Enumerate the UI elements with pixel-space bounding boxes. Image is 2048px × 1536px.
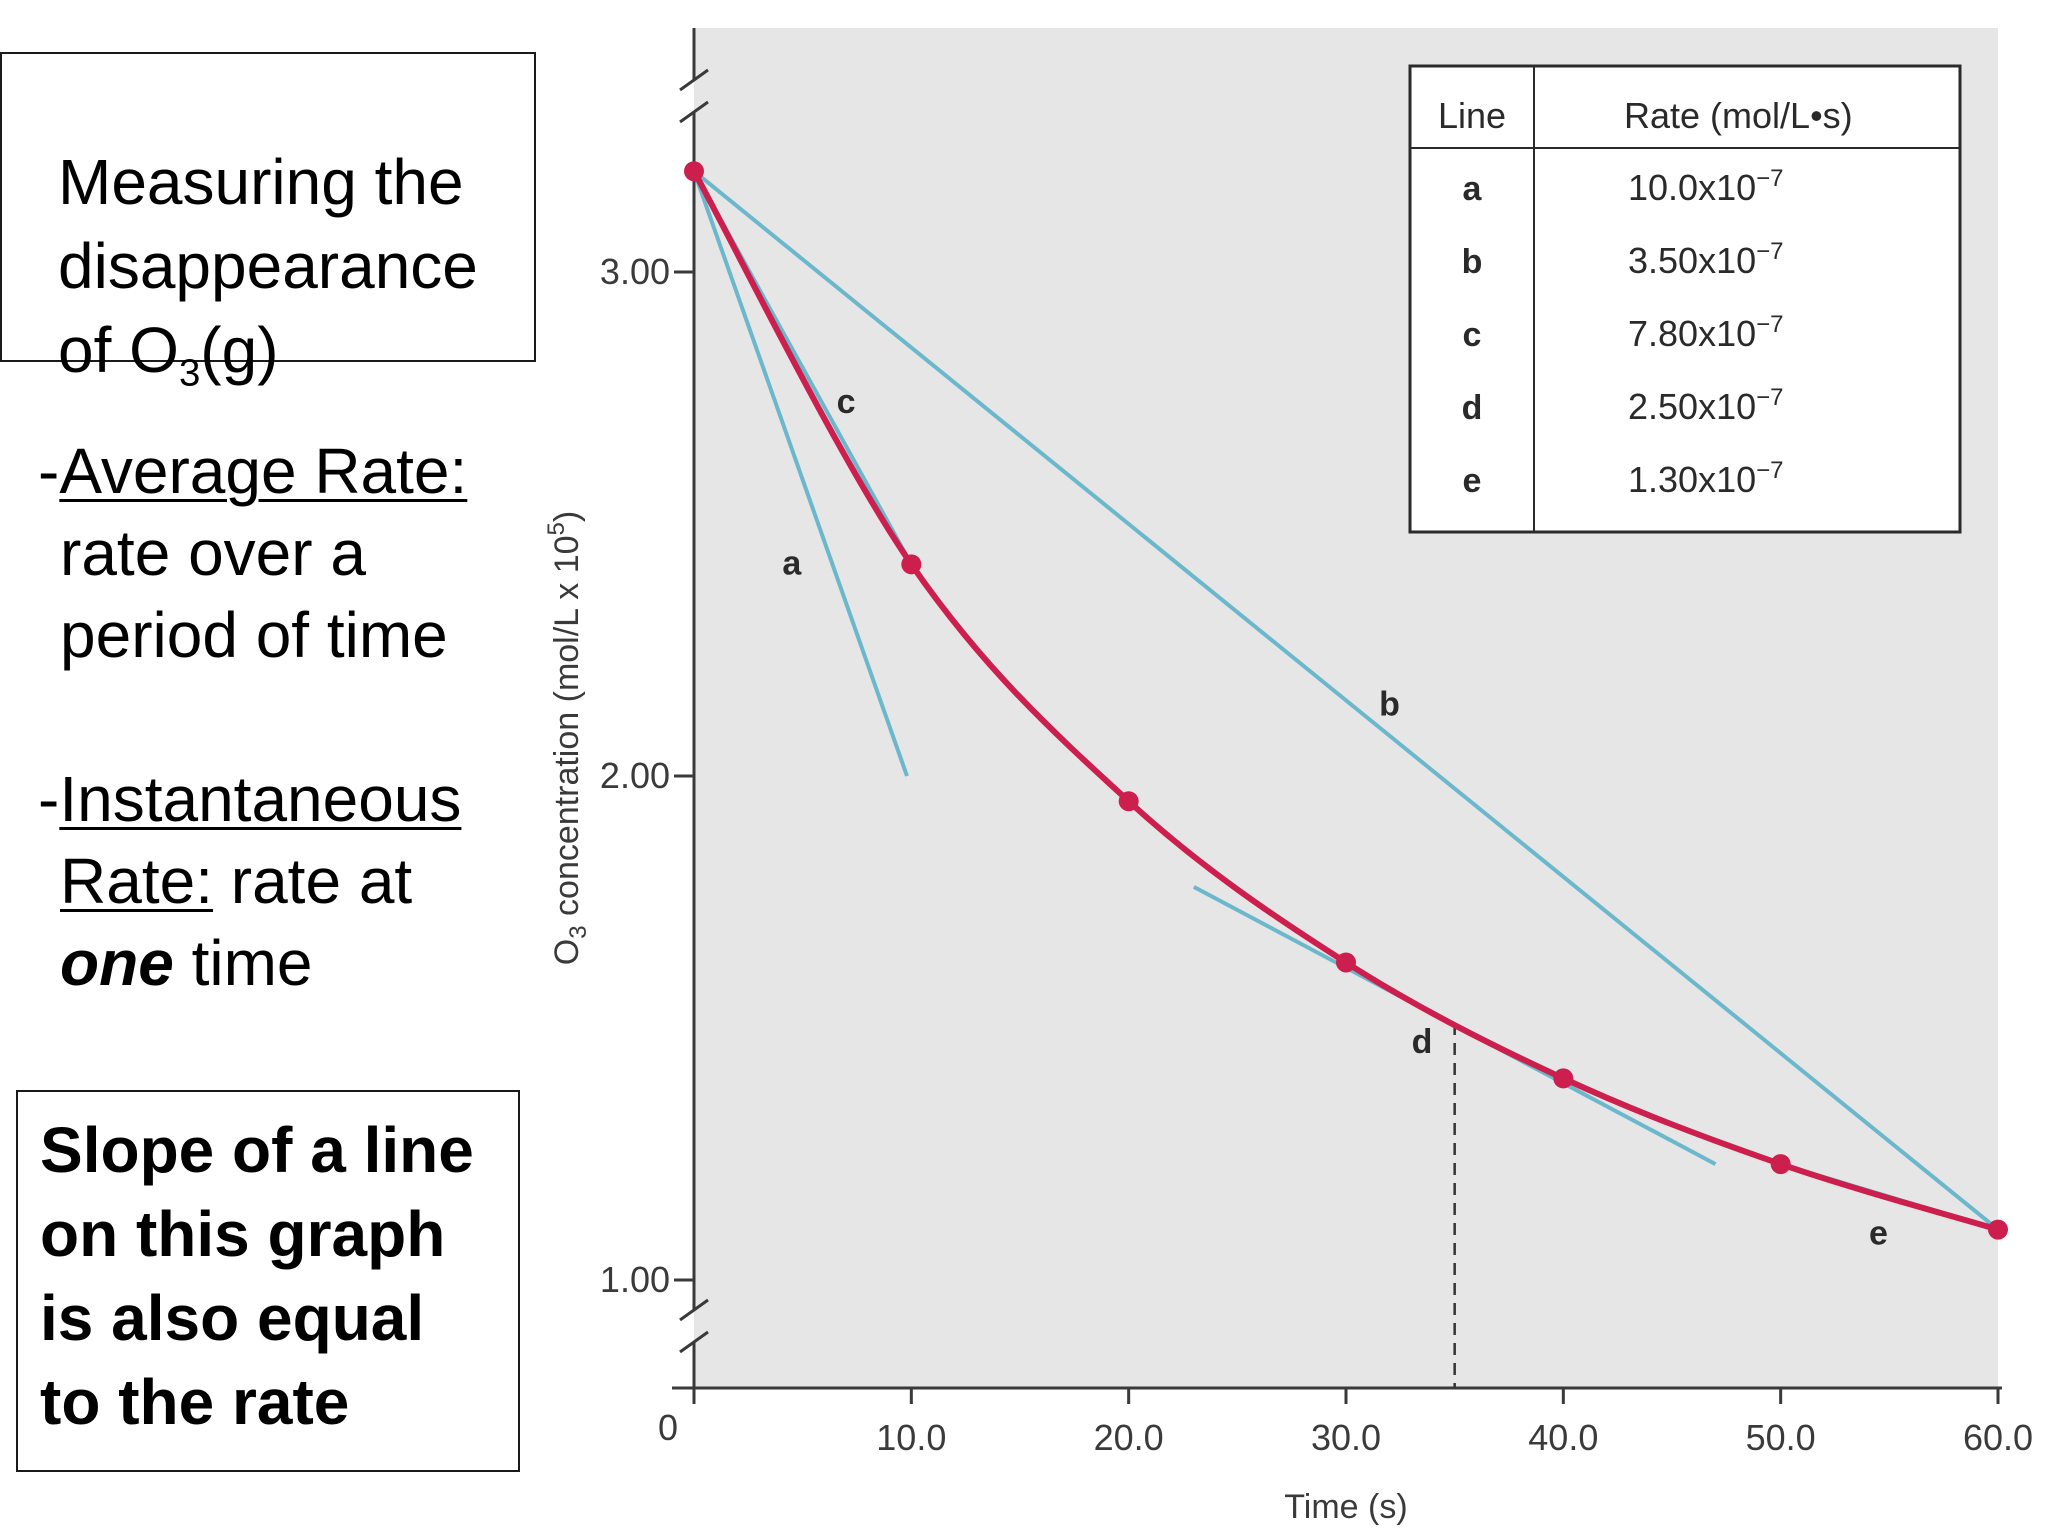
data-point [684, 161, 704, 182]
legend-rate-c: 7.80x10−7 [1628, 311, 1783, 354]
x-tick-label: 50.0 [1746, 1417, 1816, 1458]
x-tick-label: 10.0 [876, 1417, 946, 1458]
title-line-3-pre: of O [58, 314, 179, 386]
line-a [692, 170, 909, 777]
legend-rate-d: 2.50x10−7 [1628, 384, 1783, 427]
x-tick-label: 20.0 [1094, 1417, 1164, 1458]
data-point [1770, 1154, 1791, 1175]
slope-line-3: is also equal [40, 1282, 425, 1354]
average-rate-term: -Average Rate: [38, 430, 467, 512]
title-text: Measuring the disappearance of O3(g) [58, 140, 478, 392]
axis-break-mark [679, 68, 709, 92]
data-point [1336, 952, 1356, 973]
axis-break-mark [679, 1330, 709, 1354]
line-label-e: e [1869, 1215, 1888, 1253]
slope-line-2: on this graph [40, 1198, 446, 1270]
x-tick-label: 60.0 [1963, 1417, 2033, 1458]
average-dash: - [38, 435, 60, 507]
legend-rate-e: 1.30x10−7 [1628, 457, 1783, 500]
line-b [692, 169, 2000, 1232]
data-point [1553, 1068, 1574, 1089]
axis-break-mark [679, 1298, 709, 1322]
instantaneous-dash: - [38, 763, 60, 835]
legend-line-d: d [1462, 389, 1483, 427]
y-tick-label: 2.00 [600, 755, 670, 796]
instantaneous-rate-label: Rate: [60, 845, 213, 917]
y-tick-label: 3.00 [600, 251, 670, 292]
legend-line-a: a [1463, 170, 1483, 208]
data-points [684, 161, 2008, 1240]
instantaneous-rate-term: -Instantaneous [38, 758, 467, 840]
x-tick-label: 40.0 [1528, 1417, 1598, 1458]
average-rate-desc-2: period of time [60, 599, 448, 671]
legend-line-b: b [1462, 243, 1483, 281]
instantaneous-rate-desc-2: one time [38, 922, 467, 1004]
x-tick-label: 30.0 [1311, 1417, 1381, 1458]
legend-rate-a: 10.0x10−7 [1628, 165, 1783, 208]
y-tick-label: 1.00 [600, 1259, 670, 1300]
instantaneous-label: Instantaneous [59, 763, 462, 835]
line-label-b: b [1379, 686, 1400, 724]
instantaneous-rate-desc-1: Rate: rate at [38, 840, 467, 922]
legend-table: Line Rate (mol/L•s) a 10.0x10−7 b 3.50x10−7… [1408, 64, 1962, 534]
legend-frame [1408, 64, 1962, 534]
legend-rate-b: 3.50x10−7 [1628, 238, 1783, 281]
one-emphasis: one [60, 927, 174, 999]
slope-line-4: to the rate [40, 1366, 350, 1438]
x-origin-label: 0 [658, 1407, 678, 1448]
title-line-3-post: (g) [200, 314, 279, 386]
data-point [1118, 791, 1139, 812]
data-point [901, 554, 922, 575]
title-line-1: Measuring the [58, 146, 464, 218]
instantaneous-tail: time [173, 927, 313, 999]
title-line-3: of O3(g) [58, 308, 478, 392]
legend-line-e: e [1463, 462, 1482, 500]
legend-line-c: c [1463, 316, 1482, 354]
y-axis-title: O3 concentration (mol/L x 105) [543, 511, 592, 965]
legend-rows: a 10.0x10−7 b 3.50x10−7 c 7.80x10−7 d 2.50x10−7… [1462, 165, 1784, 500]
average-rate-label: Average Rate: [59, 435, 468, 507]
axis-break-mark [679, 100, 709, 124]
slope-line-1: Slope of a line [40, 1114, 474, 1186]
instantaneous-rest: rate at [212, 845, 413, 917]
title-line-2: disappearance [58, 230, 478, 302]
average-rate-desc-1: rate over a [60, 517, 366, 589]
legend-header-rate: Rate (mol/L•s) [1624, 95, 1853, 136]
axis-ticks: 1.002.003.004.0010.020.030.040.050.060.0… [600, 251, 2033, 1458]
slope-box: Slope of a line on this graph is also eq… [16, 1090, 520, 1472]
line-label-a: a [782, 544, 802, 582]
legend-header-line: Line [1438, 95, 1506, 136]
x-axis-title: Time (s) [1284, 1488, 1407, 1526]
definitions: -Average Rate: rate over a period of tim… [38, 430, 467, 1004]
data-point [1988, 1219, 2008, 1240]
title-box: Measuring the disappearance of O3(g) [0, 52, 536, 392]
slope-text: Slope of a line on this graph is also eq… [40, 1108, 474, 1444]
title-subscript: 3 [178, 351, 201, 395]
line-label-d: d [1412, 1023, 1433, 1061]
line-label-c: c [837, 383, 856, 421]
